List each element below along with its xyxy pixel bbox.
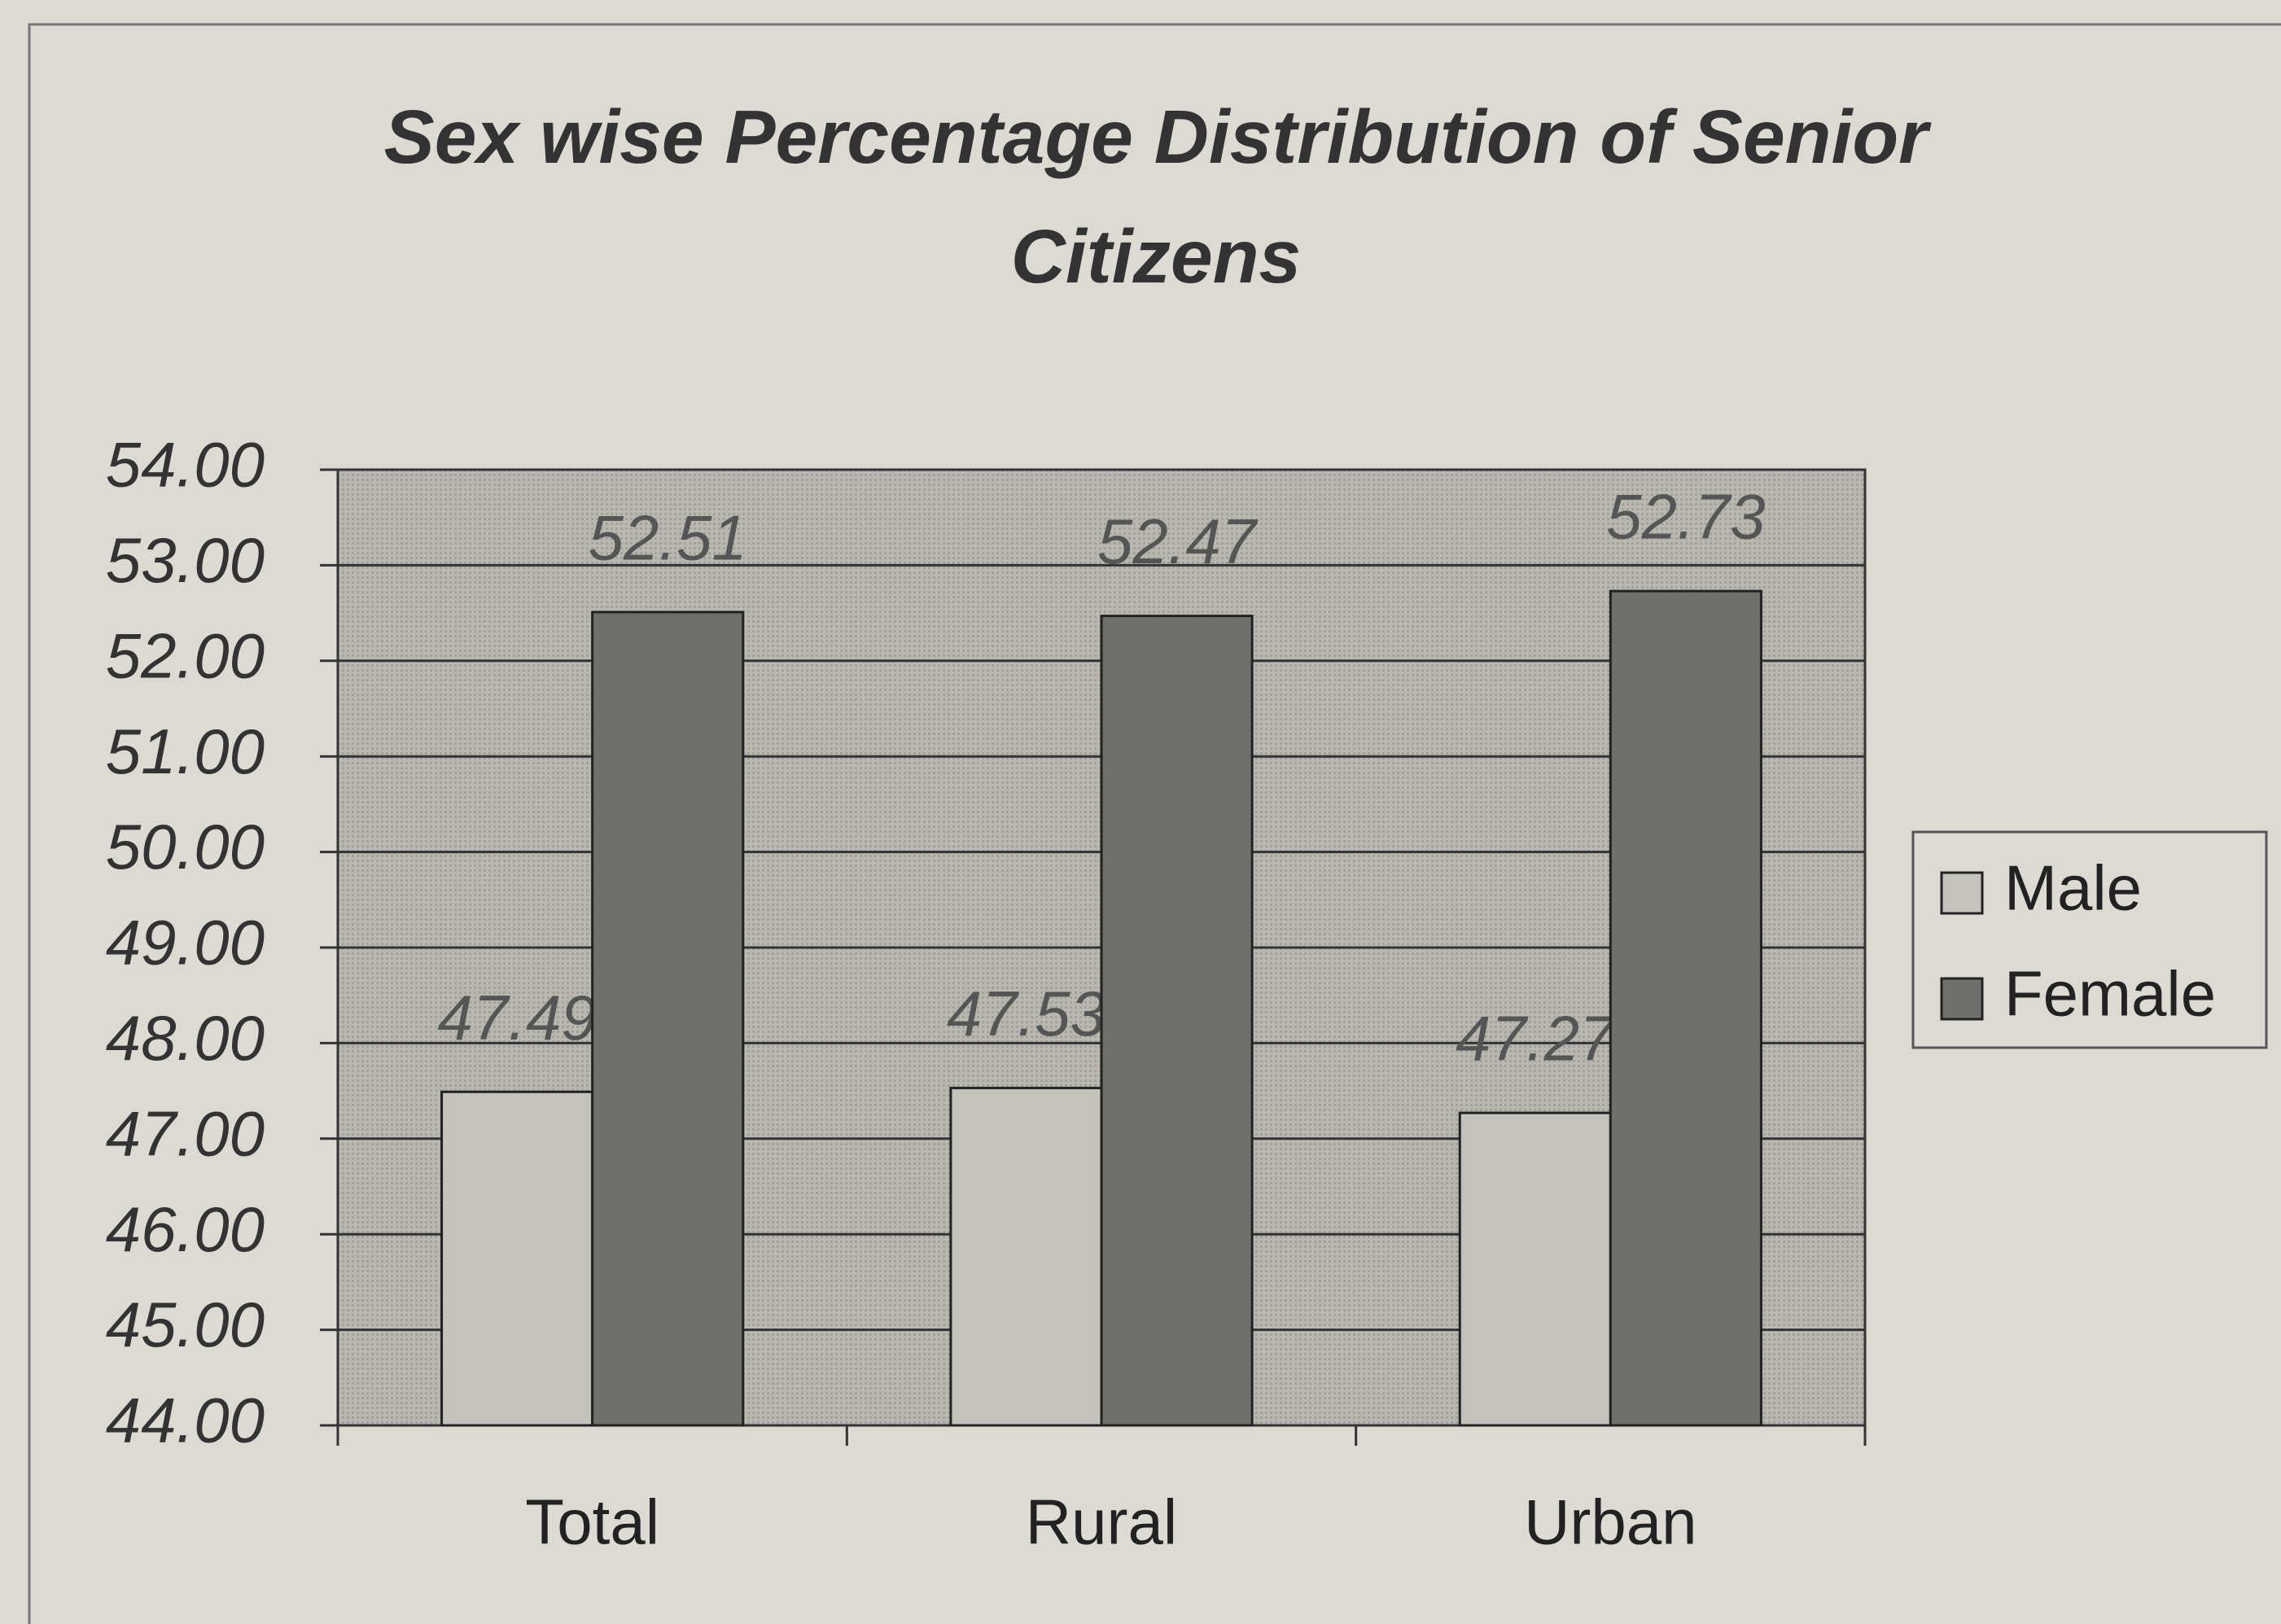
legend-label: Male: [2004, 852, 2142, 924]
value-label: 47.49: [438, 982, 597, 1053]
bar: [591, 611, 745, 1427]
bar: [440, 1090, 594, 1427]
bar: [1458, 1111, 1612, 1427]
y-tick-label: 54.00: [106, 429, 265, 501]
value-label: 52.73: [1606, 481, 1765, 553]
bar: [1100, 615, 1254, 1427]
x-tick-label: Total: [525, 1486, 659, 1558]
value-label: 47.27: [1456, 1003, 1617, 1075]
value-label: 52.51: [589, 502, 747, 574]
value-label: 52.47: [1097, 506, 1259, 577]
bar: [1609, 589, 1762, 1427]
x-tick-label: Urban: [1524, 1486, 1697, 1558]
legend-label: Female: [2004, 958, 2216, 1030]
y-tick-label: 44.00: [106, 1385, 265, 1456]
chart-title: Sex wise Percentage Distribution of Seni…: [383, 94, 1929, 299]
frame: [28, 23, 2281, 1624]
x-tick-label: Rural: [1026, 1486, 1177, 1558]
y-tick-label: 47.00: [106, 1097, 265, 1169]
y-tick-label: 50.00: [106, 811, 265, 882]
y-tick-label: 52.00: [106, 619, 265, 691]
y-tick-label: 45.00: [106, 1289, 265, 1360]
y-tick-label: 53.00: [106, 524, 265, 596]
legend-swatch: [1940, 871, 1984, 915]
y-tick-label: 46.00: [106, 1193, 265, 1265]
y-tick-label: 51.00: [106, 716, 265, 787]
y-tick-label: 49.00: [106, 907, 265, 978]
value-label: 47.53: [947, 978, 1105, 1049]
legend-swatch: [1940, 977, 1984, 1021]
bar: [949, 1087, 1103, 1427]
y-tick-label: 48.00: [106, 1002, 265, 1074]
